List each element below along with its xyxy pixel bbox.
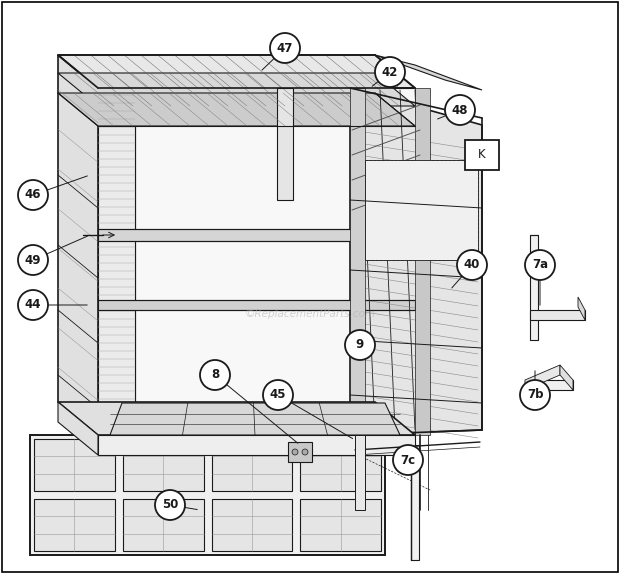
Polygon shape — [560, 365, 573, 390]
Circle shape — [302, 449, 308, 455]
Text: 42: 42 — [382, 65, 398, 79]
Polygon shape — [58, 402, 415, 435]
Polygon shape — [355, 435, 365, 510]
Polygon shape — [211, 499, 292, 551]
Polygon shape — [34, 499, 115, 551]
Polygon shape — [365, 160, 478, 260]
Text: 44: 44 — [25, 298, 42, 312]
Polygon shape — [34, 439, 115, 491]
Text: 46: 46 — [25, 188, 42, 201]
Text: 45: 45 — [270, 389, 286, 401]
Polygon shape — [411, 445, 419, 560]
Circle shape — [525, 250, 555, 280]
Text: 48: 48 — [452, 103, 468, 117]
Polygon shape — [98, 229, 415, 241]
Text: 49: 49 — [25, 254, 42, 266]
Polygon shape — [98, 435, 415, 455]
FancyBboxPatch shape — [465, 140, 499, 170]
Polygon shape — [350, 88, 365, 435]
Polygon shape — [98, 300, 415, 310]
Text: K: K — [478, 149, 486, 161]
Text: 8: 8 — [211, 369, 219, 382]
Circle shape — [345, 330, 375, 360]
Polygon shape — [123, 439, 203, 491]
Text: 7a: 7a — [532, 258, 548, 272]
Polygon shape — [58, 55, 415, 88]
Text: 7b: 7b — [527, 389, 543, 401]
Polygon shape — [98, 88, 135, 435]
Text: 47: 47 — [277, 41, 293, 55]
Polygon shape — [58, 402, 98, 455]
Circle shape — [270, 33, 300, 63]
Polygon shape — [525, 365, 560, 390]
Circle shape — [263, 380, 293, 410]
Text: 40: 40 — [464, 258, 480, 272]
Polygon shape — [30, 435, 385, 555]
Circle shape — [520, 380, 550, 410]
Text: 9: 9 — [356, 339, 364, 351]
Polygon shape — [211, 439, 292, 491]
Polygon shape — [58, 55, 98, 435]
Circle shape — [18, 290, 48, 320]
Circle shape — [445, 95, 475, 125]
Polygon shape — [123, 499, 203, 551]
Polygon shape — [530, 310, 585, 320]
Polygon shape — [350, 88, 482, 435]
Polygon shape — [58, 93, 415, 126]
Polygon shape — [58, 73, 415, 106]
Circle shape — [18, 245, 48, 275]
Polygon shape — [525, 380, 573, 390]
Polygon shape — [110, 403, 400, 435]
Polygon shape — [578, 297, 585, 320]
Circle shape — [155, 490, 185, 520]
Polygon shape — [530, 235, 538, 340]
Circle shape — [292, 449, 298, 455]
Circle shape — [457, 250, 487, 280]
Polygon shape — [300, 499, 381, 551]
Text: 7c: 7c — [401, 453, 415, 467]
Circle shape — [200, 360, 230, 390]
Text: ©ReplacementParts.com: ©ReplacementParts.com — [244, 309, 376, 319]
Circle shape — [18, 180, 48, 210]
Circle shape — [375, 57, 405, 87]
Text: 50: 50 — [162, 498, 178, 511]
Polygon shape — [375, 55, 482, 90]
Polygon shape — [277, 88, 293, 200]
Polygon shape — [300, 439, 381, 491]
Polygon shape — [288, 442, 312, 462]
Circle shape — [393, 445, 423, 475]
Polygon shape — [135, 88, 415, 435]
Polygon shape — [415, 88, 430, 435]
